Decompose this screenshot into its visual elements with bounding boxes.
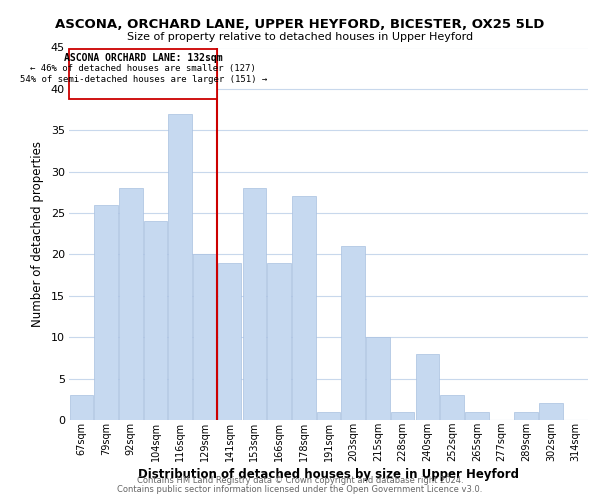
Text: Contains public sector information licensed under the Open Government Licence v3: Contains public sector information licen…: [118, 485, 482, 494]
Bar: [119, 188, 143, 420]
Text: Size of property relative to detached houses in Upper Heyford: Size of property relative to detached ho…: [127, 32, 473, 42]
Bar: [366, 337, 389, 420]
Bar: [514, 412, 538, 420]
Bar: [391, 412, 415, 420]
Text: ASCONA ORCHARD LANE: 132sqm: ASCONA ORCHARD LANE: 132sqm: [64, 54, 223, 64]
Bar: [144, 222, 167, 420]
Y-axis label: Number of detached properties: Number of detached properties: [31, 141, 44, 327]
Bar: [218, 262, 241, 420]
Bar: [193, 254, 217, 420]
Bar: [169, 114, 192, 420]
Bar: [539, 404, 563, 420]
Bar: [440, 395, 464, 420]
Text: 54% of semi-detached houses are larger (151) →: 54% of semi-detached houses are larger (…: [20, 75, 267, 84]
Text: ← 46% of detached houses are smaller (127): ← 46% of detached houses are smaller (12…: [30, 64, 256, 73]
X-axis label: Distribution of detached houses by size in Upper Heyford: Distribution of detached houses by size …: [138, 468, 519, 481]
Bar: [70, 395, 93, 420]
Text: ASCONA, ORCHARD LANE, UPPER HEYFORD, BICESTER, OX25 5LD: ASCONA, ORCHARD LANE, UPPER HEYFORD, BIC…: [55, 18, 545, 30]
Bar: [317, 412, 340, 420]
Bar: [268, 262, 291, 420]
Text: Contains HM Land Registry data © Crown copyright and database right 2024.: Contains HM Land Registry data © Crown c…: [137, 476, 463, 485]
FancyBboxPatch shape: [69, 49, 217, 99]
Bar: [292, 196, 316, 420]
Bar: [242, 188, 266, 420]
Bar: [465, 412, 488, 420]
Bar: [341, 246, 365, 420]
Bar: [94, 205, 118, 420]
Bar: [416, 354, 439, 420]
